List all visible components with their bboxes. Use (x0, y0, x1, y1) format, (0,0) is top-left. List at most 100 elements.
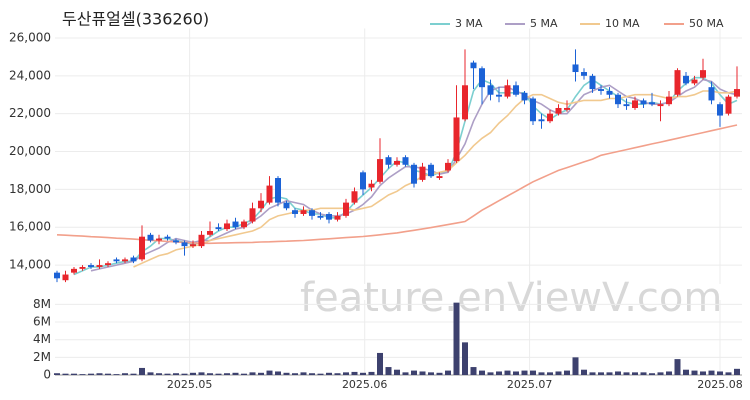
candle-body (88, 265, 94, 267)
volume-bar (309, 373, 315, 375)
volume-bar (640, 372, 647, 375)
candle-body (487, 85, 494, 95)
volume-bar (181, 373, 188, 375)
volume-tick-label: 2M (33, 350, 51, 364)
candle-body (428, 164, 434, 177)
candle-body (105, 263, 111, 266)
volume-bar (700, 371, 706, 375)
volume-bar (368, 371, 375, 375)
volume-bar (419, 371, 426, 375)
candle-body (54, 272, 60, 279)
candle-body (445, 162, 451, 171)
volume-bar (632, 372, 638, 375)
candle-body (538, 119, 545, 122)
x-tick-label: 2025.07 (507, 378, 553, 391)
volume-bar (734, 368, 740, 375)
volume-bar (241, 373, 247, 375)
candle-body (530, 98, 536, 122)
volume-bar (411, 370, 417, 375)
candle-body (360, 172, 366, 190)
volume-bar (666, 371, 672, 375)
candle-body (275, 178, 281, 203)
volume-bar (232, 372, 239, 375)
volume-bar (173, 373, 179, 375)
candle-body (156, 238, 162, 241)
volume-bar (589, 372, 596, 375)
candle-body (572, 64, 579, 73)
volume-bar (538, 372, 545, 375)
volume-bar (79, 374, 86, 375)
ma-line (133, 90, 738, 268)
volume-bar (547, 372, 553, 375)
candle-body (666, 96, 672, 105)
candle-body (564, 107, 570, 110)
candle-body (368, 183, 375, 188)
x-tick-label: 2025.05 (167, 378, 213, 391)
volume-bar (88, 373, 94, 375)
volume-tick-label: 0 (43, 368, 51, 382)
candle-body (326, 213, 332, 220)
volume-tick-label: 4M (33, 332, 51, 346)
volume-bar (343, 372, 349, 375)
candle-body (224, 223, 230, 230)
candle-body (402, 157, 409, 165)
volume-bar (283, 372, 290, 375)
candle-body (496, 94, 502, 97)
volume-bar (334, 373, 341, 375)
candle-body (598, 89, 604, 91)
candle-body (606, 90, 613, 95)
candle-body (164, 236, 171, 239)
legend-label: 50 MA (689, 17, 724, 30)
candle-body (258, 200, 264, 209)
volume-bar (394, 369, 400, 375)
candle-body (674, 70, 681, 95)
volume-bar (139, 367, 145, 375)
candle-body (521, 92, 528, 101)
y-tick-label: 14,000 (9, 258, 51, 272)
candle-body (266, 185, 273, 203)
candle-body (615, 94, 621, 105)
candle-body (71, 268, 77, 273)
volume-bar (606, 372, 613, 375)
candle-body (232, 221, 239, 228)
volume-bar (683, 369, 689, 375)
candle-body (581, 72, 587, 76)
candle-body (725, 96, 732, 114)
volume-bar (717, 371, 723, 375)
candle-body (300, 210, 307, 214)
candle-body (96, 265, 103, 267)
volume-bar (530, 370, 536, 375)
candle-body (555, 107, 562, 114)
volume-bar (479, 370, 485, 375)
candle-body (640, 100, 647, 105)
candle-body (334, 215, 341, 220)
volume-bar (130, 373, 137, 375)
candle-body (130, 257, 137, 262)
volume-bar (198, 372, 205, 375)
volume-bar (453, 302, 460, 375)
candle-body (691, 79, 698, 84)
volume-tick-label: 8M (33, 297, 51, 311)
volume-bar (105, 373, 111, 375)
candle-body (139, 236, 145, 260)
volume-bar (436, 372, 443, 375)
volume-bar (445, 370, 451, 375)
candle-body (198, 234, 205, 247)
x-tick-label: 2025.08 (697, 378, 743, 391)
y-tick-label: 26,000 (9, 30, 51, 44)
volume-bar (258, 372, 264, 375)
candle-body (462, 85, 468, 120)
volume-bar (266, 370, 273, 375)
candle-body (190, 244, 196, 247)
y-tick-label: 18,000 (9, 182, 51, 196)
volume-bar (470, 367, 477, 375)
candle-body (147, 234, 154, 241)
ma-line (56, 124, 738, 245)
volume-bar (249, 372, 256, 375)
volume-bar (572, 357, 579, 375)
volume-bar (555, 371, 562, 375)
candle-body (657, 104, 664, 107)
volume-bar (708, 370, 715, 375)
volume-bar (113, 374, 120, 375)
